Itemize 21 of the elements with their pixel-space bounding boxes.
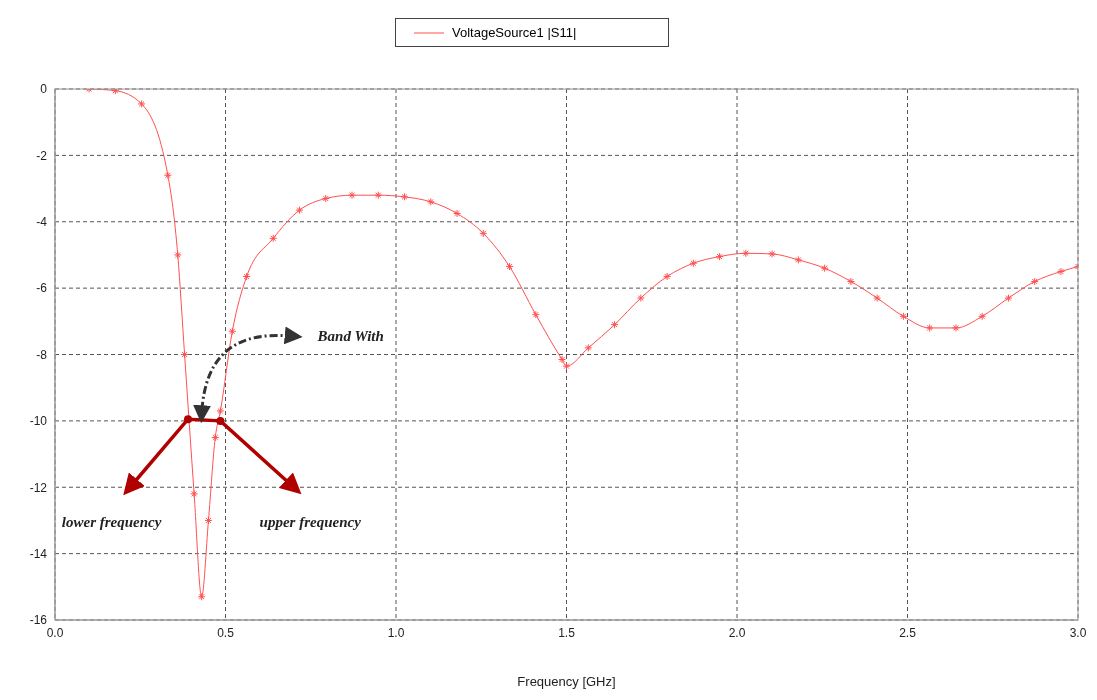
y-tick-label: -10 (29, 414, 48, 429)
y-tick-label: -16 (29, 613, 48, 628)
y-tick-label: -6 (36, 281, 48, 296)
y-tick-label: -8 (36, 347, 48, 362)
x-tick-label: 1.5 (558, 625, 576, 640)
x-tick-label: 0.5 (217, 625, 235, 640)
legend-label: VoltageSource1 |S11| (452, 25, 577, 40)
x-tick-label: 2.0 (728, 625, 746, 640)
x-tick-label: 1.0 (387, 625, 405, 640)
y-tick-label: -2 (36, 148, 48, 163)
x-tick-label: 0.0 (46, 625, 64, 640)
y-tick-label: -12 (29, 480, 48, 495)
y-tick-label: 0 (40, 82, 48, 97)
x-tick-label: 2.5 (899, 625, 917, 640)
y-tick-label: -4 (36, 215, 48, 230)
annotation: lower frequency (61, 514, 162, 531)
x-axis-title: Frequency [GHz] (517, 674, 616, 689)
annotation: Band With (316, 328, 384, 345)
annotation: upper frequency (259, 514, 362, 531)
y-tick-label: -14 (29, 546, 48, 561)
x-tick-label: 3.0 (1069, 625, 1087, 640)
